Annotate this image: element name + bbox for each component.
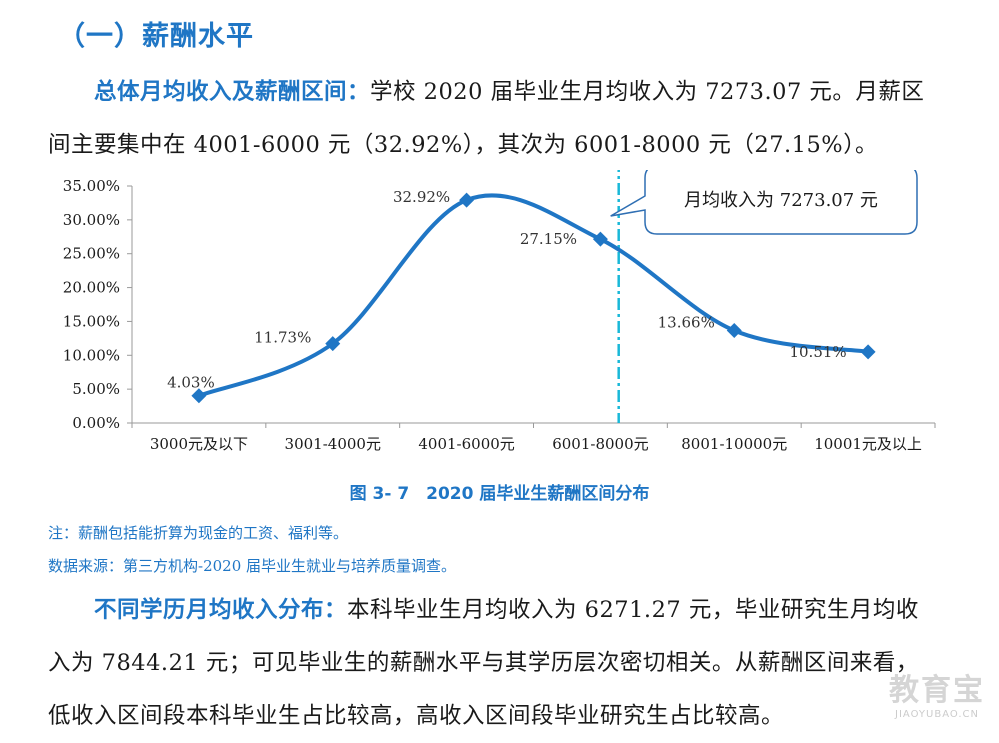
x-tick-label: 3001-4000元 [285,435,381,453]
y-tick-label: 35.00% [63,177,120,195]
note-data-source: 数据来源：第三方机构-2020 届毕业生就业与培养质量调查。 [48,557,457,575]
mean-callout-text: 月均收入为 7273.07 元 [684,190,878,211]
y-tick-label: 10.00% [63,346,120,364]
section-title: （一）薪酬水平 [58,21,254,52]
note-definition: 注：薪酬包括能折算为现金的工资、福利等。 [48,524,349,542]
paragraph-education-income: 不同学历月均收入分布：本科毕业生月均收入为 6271.27 元，毕业研究生月均收… [48,584,938,743]
data-value-label: 11.73% [254,329,311,347]
y-tick-label: 5.00% [72,380,120,398]
x-tick-label: 4001-6000元 [418,435,514,453]
y-tick-label: 0.00% [72,414,120,432]
watermark-logo-text: 教育宝 [889,673,985,708]
paragraph-lead: 总体月均收入及薪酬区间： [94,79,371,105]
data-point-marker [459,192,475,208]
watermark-url: JIAOYUBAO.CN [895,709,979,720]
data-point-marker [191,388,207,404]
data-value-label: 4.03% [167,374,215,392]
data-value-label: 10.51% [789,343,846,361]
figure-caption: 图 3- 7 2020 届毕业生薪酬区间分布 [349,484,650,504]
data-point-marker [592,231,608,247]
x-tick-label: 3000元及以下 [150,435,248,453]
data-point-marker [325,336,341,352]
paragraph-overall-income: 总体月均收入及薪酬区间：学校 2020 届毕业生月均收入为 7273.07 元。… [48,66,938,172]
data-value-label: 27.15% [520,230,577,248]
data-value-label: 32.92% [393,188,450,206]
y-tick-label: 20.00% [63,279,120,297]
x-tick-label: 8001-10000元 [681,435,787,453]
data-point-marker [860,344,876,360]
y-tick-label: 25.00% [63,245,120,263]
paragraph-body: 本科毕业生月均收入为 6271.27 元，毕业研究生月均收入为 7844.21 … [48,597,919,729]
x-tick-label: 6001-8000元 [552,435,648,453]
watermark-logo: 教育宝 JIAOYUBAO.CN [889,665,985,720]
paragraph-lead: 不同学历月均收入分布： [94,597,348,623]
x-tick-label: 10001元及以上 [814,435,922,453]
salary-distribution-chart: 0.00% 5.00% 10.00% 15.00% 20.00% 25.00% 30.00%… [63,170,936,453]
paragraph-body: 学校 2020 届毕业生月均收入为 7273.07 元。月薪区间主要集中在 40… [48,79,925,158]
data-point-marker [726,323,742,339]
y-tick-label: 30.00% [63,211,120,229]
data-value-label: 13.66% [658,314,715,332]
mean-callout-box [610,170,918,235]
y-tick-label: 15.00% [63,312,120,330]
